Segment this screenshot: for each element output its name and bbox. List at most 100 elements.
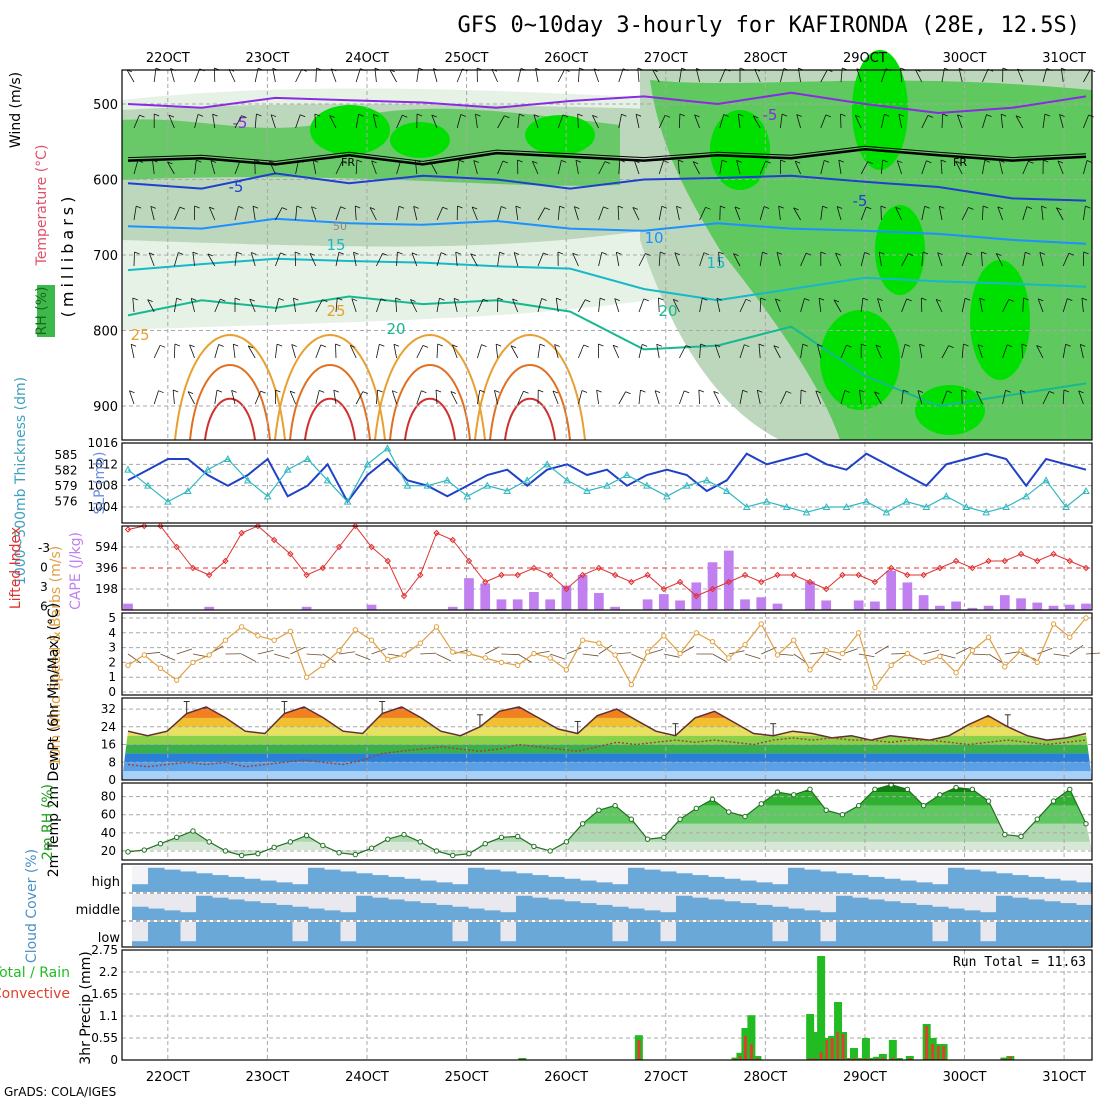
cloud-bar — [180, 912, 197, 920]
wind-barb — [132, 298, 135, 313]
cape-bar — [577, 575, 588, 610]
wind-barb-flag — [369, 207, 376, 210]
chart-title: GFS 0~10day 3-hourly for KAFIRONDA (28E,… — [457, 13, 1080, 38]
wind-tick-label: 3 — [108, 641, 116, 655]
wind-barb-flag — [692, 161, 699, 165]
thickness-marker — [463, 492, 472, 500]
wind-barb-flag — [763, 206, 770, 209]
wind-barb-flag — [836, 206, 843, 209]
wind-barb-flag — [514, 252, 520, 255]
isotherm-25 — [374, 334, 486, 441]
cloud-bar — [404, 922, 421, 946]
wind-barb — [152, 160, 155, 175]
wind-barb — [874, 391, 882, 405]
wind-barb — [355, 159, 358, 175]
wind-barb-flag — [616, 251, 622, 255]
wind-barb-flag — [410, 299, 416, 302]
wind-barb — [881, 160, 884, 175]
thickness-line — [127, 447, 1087, 513]
wind-barb-flag — [968, 207, 974, 210]
li-marker — [611, 571, 619, 579]
wind-barb — [369, 207, 377, 221]
run-total-label: Run Total = 11.63 — [953, 955, 1086, 970]
wind-marker — [855, 630, 862, 636]
wind-marker — [547, 655, 553, 661]
wind-barb — [1022, 206, 1028, 221]
cape-bar — [951, 601, 961, 610]
wind-barb — [456, 68, 463, 83]
cloud-bar — [900, 922, 917, 946]
wind-barb-flag — [824, 160, 830, 163]
cloud-bar — [740, 922, 757, 946]
wind-barb — [780, 391, 787, 405]
cloud-bar — [484, 869, 501, 892]
precip-conv-bar — [931, 1044, 935, 1060]
precip-total-bar — [834, 1002, 843, 1060]
rh-marker — [904, 786, 911, 793]
cloud-bar — [372, 897, 389, 920]
wind-barb-flag — [532, 160, 538, 164]
cloud-bar — [724, 922, 741, 946]
wind-barb-flag — [678, 159, 684, 163]
li-tick-label: 0 — [40, 561, 48, 575]
rh-marker — [644, 836, 651, 842]
wind-barb — [638, 298, 645, 313]
wind-barb — [431, 114, 438, 129]
wind-barb — [533, 114, 539, 129]
cloud-bar — [164, 922, 181, 946]
wind-barb — [329, 115, 337, 129]
ylabel-temp: 2m Temp 2m DewPt (6hr Min/Max) (°C) — [46, 603, 62, 878]
wind-barb — [537, 252, 544, 267]
cloud-bar — [964, 922, 981, 946]
wind-barb — [554, 344, 559, 359]
wind-barb-flag — [300, 114, 306, 118]
wind-barb-flag — [294, 251, 301, 255]
wind-barb-flag — [458, 159, 465, 163]
wind-barb-flag — [210, 160, 217, 163]
li-marker — [660, 585, 668, 593]
cape-tick-label: 198 — [95, 582, 118, 596]
wind-barb-flag — [421, 390, 427, 394]
thickness-marker — [842, 502, 851, 510]
thickness-marker — [144, 481, 152, 489]
wind-barb-10m — [923, 649, 940, 655]
isotherm-line-fr2 — [127, 145, 1087, 162]
cloud-bar — [788, 922, 805, 946]
isotherm-label: 15 — [326, 236, 345, 254]
wind-barb-flag — [961, 389, 967, 393]
wind-marker — [661, 633, 667, 639]
wind-barb-flag — [592, 115, 598, 118]
ylabel-temperature: Temperature (°C) — [34, 145, 50, 267]
cloud-bar — [228, 922, 245, 946]
wind-barb — [148, 252, 155, 267]
wind-barb-flag — [350, 344, 356, 348]
thickness-marker — [742, 502, 751, 510]
panel-frame — [121, 863, 1093, 948]
cloud-bar — [756, 904, 773, 920]
ylabel-millibars: (millibars) — [58, 193, 77, 318]
thickness-marker — [902, 497, 911, 505]
wind-barb — [638, 344, 643, 359]
wind-barb — [410, 299, 418, 313]
wind-barb — [1019, 390, 1024, 405]
wind-barb — [353, 252, 357, 267]
wind-marker — [320, 662, 326, 669]
wind-barb-10m — [663, 653, 680, 658]
wind-barb — [396, 160, 402, 175]
wind-barb-flag — [341, 161, 348, 164]
isotherm-label: 20 — [658, 302, 677, 320]
wind-barb — [957, 114, 963, 129]
cloud-bar — [948, 867, 965, 892]
wind-barb-10m — [777, 653, 794, 656]
li-marker — [936, 564, 944, 572]
wind-barb — [615, 252, 620, 267]
wind-barb-flag — [502, 160, 508, 164]
wind-barb-flag — [236, 251, 242, 255]
wind-barb-flag — [758, 343, 765, 347]
wind-barb-flag — [604, 161, 611, 164]
cloud-bar — [756, 922, 773, 946]
temp-tick-label: 8 — [108, 755, 116, 769]
wind-barb-flag — [137, 160, 144, 163]
isotherm-30 — [189, 364, 271, 441]
cloud-bar — [676, 895, 693, 920]
